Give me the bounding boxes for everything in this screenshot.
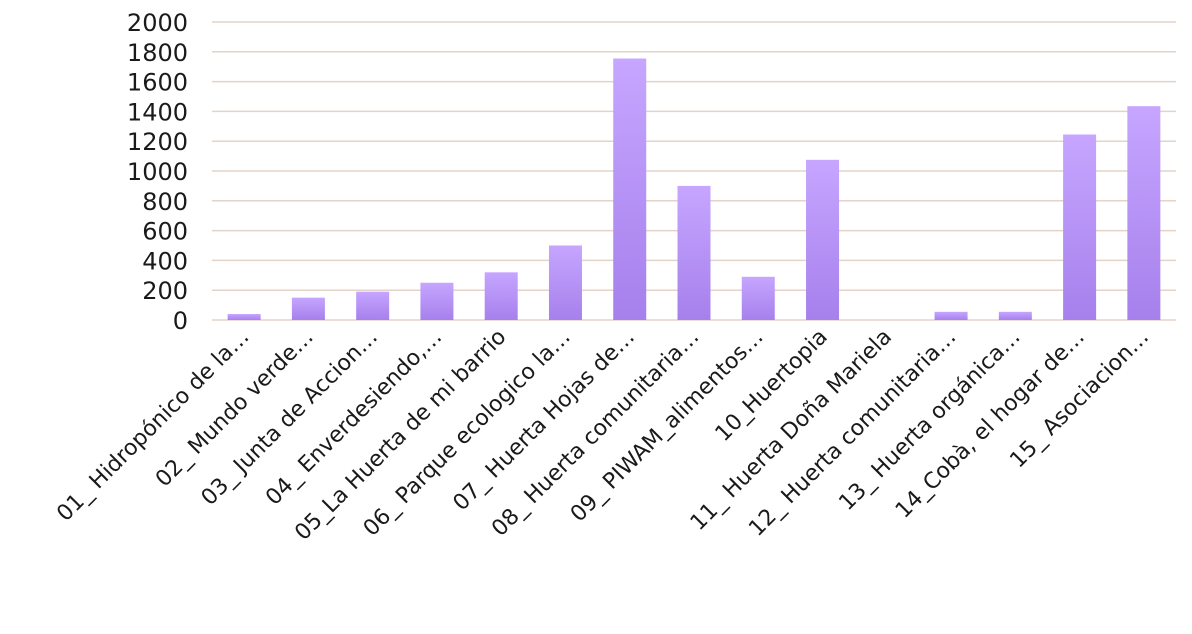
- bar: [548, 245, 582, 320]
- x-category-label: 10_Huertopia: [711, 325, 833, 447]
- bar: [356, 291, 390, 320]
- bar: [227, 314, 261, 320]
- bar: [934, 311, 968, 320]
- y-tick-label: 1400: [127, 98, 188, 126]
- bar: [1063, 134, 1097, 320]
- bar: [806, 159, 840, 320]
- bar: [420, 282, 454, 320]
- bar: [677, 185, 711, 320]
- bar: [1127, 106, 1161, 320]
- y-tick-label: 200: [142, 277, 188, 305]
- bars: [227, 58, 1161, 320]
- y-tick-label: 1200: [127, 128, 188, 156]
- y-tick-label: 1800: [127, 39, 188, 67]
- y-tick-label: 800: [142, 188, 188, 216]
- bar: [741, 276, 775, 320]
- y-tick-label: 1600: [127, 69, 188, 97]
- bar: [484, 272, 518, 320]
- y-tick-label: 400: [142, 247, 188, 275]
- bar: [291, 297, 325, 320]
- bar: [998, 311, 1032, 320]
- y-tick-label: 600: [142, 218, 188, 246]
- y-tick-label: 0: [173, 307, 188, 335]
- x-axis-labels: 01_ Hidropónico de la…02_ Mundo verde…03…: [52, 325, 1154, 546]
- y-tick-label: 2000: [127, 9, 188, 37]
- bar: [613, 58, 647, 320]
- y-tick-label: 1000: [127, 158, 188, 186]
